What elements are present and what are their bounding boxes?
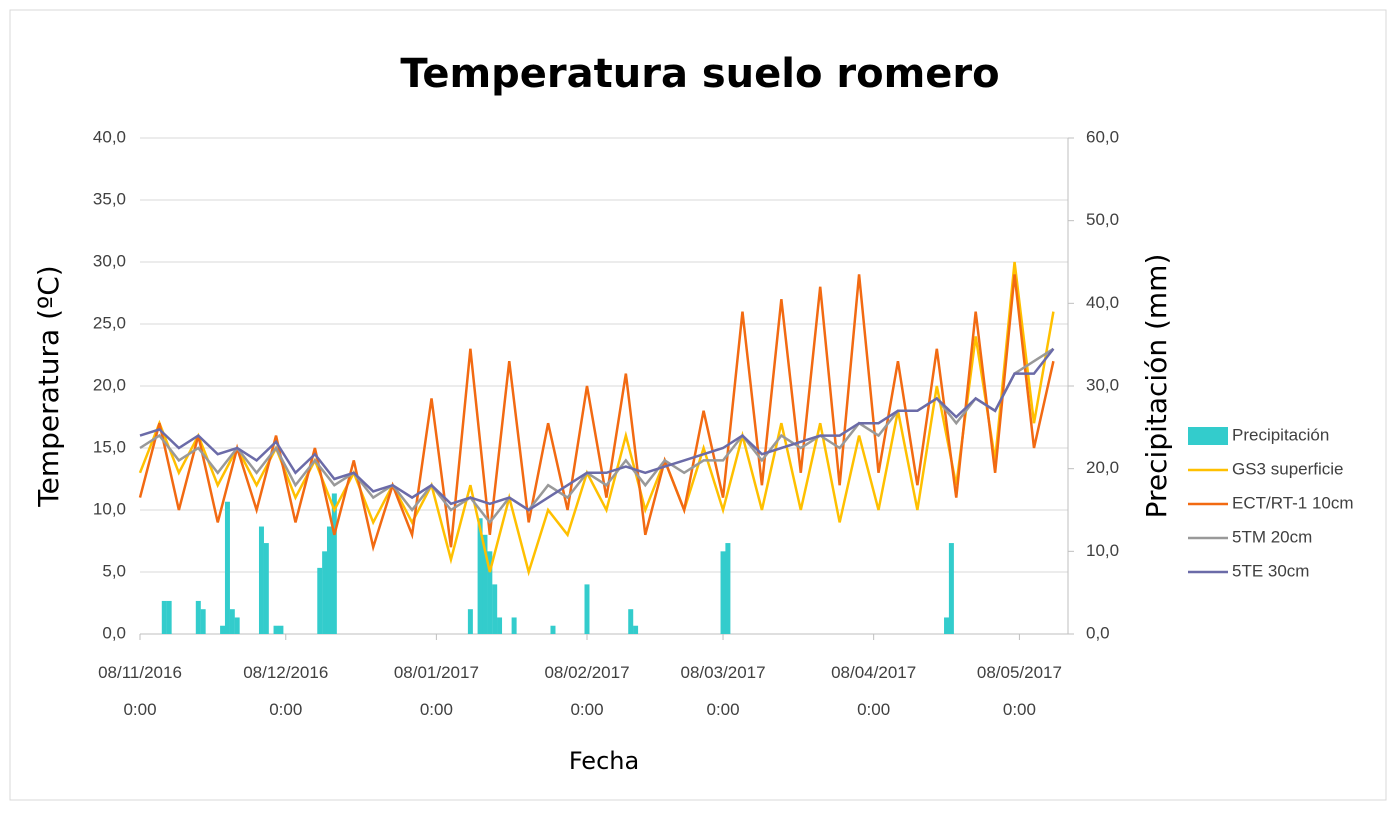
legend-label: ECT/RT-1 10cm — [1232, 493, 1354, 512]
bar — [720, 551, 726, 634]
bar — [224, 501, 230, 634]
y2-tick-label: 30,0 — [1086, 375, 1119, 394]
bar — [263, 543, 269, 634]
y2-tick-label: 10,0 — [1086, 541, 1119, 560]
legend-label: Precipitación — [1232, 425, 1329, 444]
y-axis-label: Temperatura (ºC) — [32, 265, 65, 507]
y2-tick-label: 50,0 — [1086, 210, 1119, 229]
x-tick-label: 08/05/2017 0:00 — [977, 663, 1062, 719]
line — [139, 348, 1055, 512]
bar — [166, 600, 172, 634]
x-tick-label: 08/03/2017 0:00 — [680, 663, 765, 719]
x-tick-label: 08/04/2017 0:00 — [831, 663, 916, 719]
bar — [317, 567, 323, 634]
y-tick-label: 15,0 — [93, 437, 126, 456]
chart-title: Temperatura suelo romero — [400, 51, 999, 97]
bar — [550, 625, 556, 634]
y-tick-label: 10,0 — [93, 499, 126, 518]
bar — [633, 625, 639, 634]
bar — [487, 551, 493, 634]
bar — [161, 600, 167, 634]
legend-label: GS3 superficie — [1232, 459, 1344, 478]
y2-tick-label: 40,0 — [1086, 293, 1119, 312]
y-tick-label: 5,0 — [102, 561, 126, 580]
legend-label: 5TE 30cm — [1232, 561, 1309, 580]
y-tick-label: 0,0 — [102, 623, 126, 642]
bar — [584, 584, 590, 634]
y-tick-label: 40,0 — [93, 127, 126, 146]
bar — [467, 609, 473, 634]
x-tick-label: 08/01/2017 0:00 — [394, 663, 479, 719]
y-tick-label: 25,0 — [93, 313, 126, 332]
y-tick-label: 20,0 — [93, 375, 126, 394]
bar — [511, 617, 517, 634]
bar — [948, 543, 954, 634]
x-axis-label: Fecha — [569, 747, 639, 775]
x-tick-label: 08/02/2017 0:00 — [544, 663, 629, 719]
y2-tick-label: 0,0 — [1086, 623, 1110, 642]
bar — [725, 543, 731, 634]
y2-tick-label: 20,0 — [1086, 458, 1119, 477]
line — [138, 261, 1055, 577]
bar — [482, 534, 488, 634]
bar — [200, 609, 206, 634]
bar — [220, 625, 226, 634]
x-tick-label: 08/11/2016 0:00 — [98, 663, 182, 719]
bar — [195, 600, 201, 634]
bar — [944, 617, 950, 634]
bar — [497, 617, 503, 634]
bar — [278, 625, 284, 634]
bar — [492, 584, 498, 634]
x-tick-label: 08/12/2016 0:00 — [243, 663, 328, 719]
legend-swatch — [1188, 427, 1228, 445]
legend-label: 5TM 20cm — [1232, 527, 1312, 546]
chart-border — [9, 9, 1387, 801]
bar — [273, 625, 279, 634]
bar — [326, 526, 332, 634]
bar — [477, 518, 483, 634]
bar — [229, 609, 235, 634]
bar — [322, 551, 328, 634]
bar — [258, 526, 264, 634]
bar — [628, 609, 634, 634]
y-tick-label: 35,0 — [93, 189, 126, 208]
y-tick-label: 30,0 — [93, 251, 126, 270]
bar — [331, 493, 337, 634]
bar — [234, 617, 240, 634]
y2-tick-label: 60,0 — [1086, 127, 1119, 146]
line — [138, 274, 1055, 553]
y2-axis-label: Precipitación (mm) — [1140, 254, 1173, 519]
